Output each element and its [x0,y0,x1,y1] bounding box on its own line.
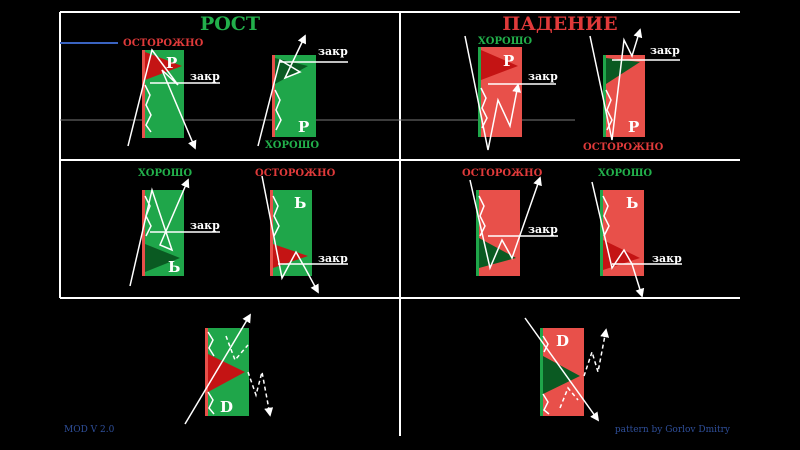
label-close: закр [528,70,558,83]
label-close: закр [652,252,682,265]
label-careful: ОСТОРОЖНО [462,168,543,179]
pattern-fall-5: D [524,317,610,422]
grid-lines [59,11,740,436]
pattern-fall-1: Р закр ХОРОШО [464,35,558,151]
pattern-rise-3: Ь закр ХОРОШО [129,168,220,287]
pattern-fall-4: Ь закр ХОРОШО [591,168,682,298]
label-good: ХОРОШО [598,168,652,179]
label-close: закр [650,44,680,57]
heading-rise: РОСТ [200,13,260,35]
label-close: закр [528,223,558,236]
label-good: ХОРОШО [138,168,192,179]
label-close: закр [318,252,348,265]
label-close: закр [190,219,220,232]
label-careful: ОСТОРОЖНО [255,168,336,179]
letter-d: D [556,332,569,350]
label-close: закр [190,70,220,83]
footer-version: MOD V 2.0 [64,425,115,435]
letter-p: Р [166,54,177,72]
label-good: ХОРОШО [478,36,532,47]
letter-soft: Ь [294,194,306,212]
letter-p: Р [503,52,514,70]
pattern-fall-3: закр ОСТОРОЖНО [462,168,558,276]
heading-fall: ПАДЕНИЕ [502,13,617,35]
label-close: закр [318,45,348,58]
label-careful: ОСТОРОЖНО [123,38,204,49]
pattern-rise-1: Р закр ОСТОРОЖНО [123,38,220,150]
pattern-fall-2: Р закр ОСТОРОЖНО [583,28,680,153]
footer-credit: pattern by Gorlov Dmitry [615,425,731,435]
letter-p: Р [628,118,639,136]
pattern-rise-5: D [184,313,274,425]
letter-soft: Ь [626,194,638,212]
pattern-rise-4: Ь закр ОСТОРОЖНО [255,168,348,294]
letter-p: Р [298,118,309,136]
letter-d: D [220,398,233,416]
letter-soft: Ь [168,258,180,276]
label-good: ХОРОШО [265,140,319,151]
pattern-rise-2: Р закр ХОРОШО [257,34,348,151]
label-careful: ОСТОРОЖНО [583,142,664,153]
